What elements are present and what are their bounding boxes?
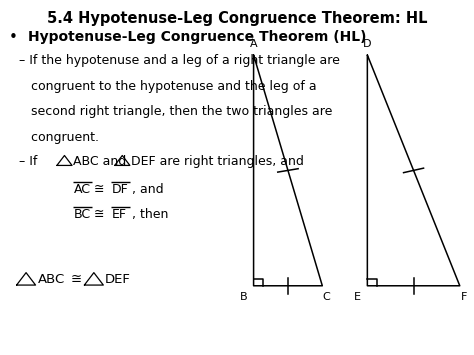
Text: F: F [460, 292, 467, 302]
Text: , and: , and [132, 183, 164, 196]
Text: DEF: DEF [105, 273, 131, 286]
Text: ≅: ≅ [93, 183, 104, 196]
Text: •: • [9, 30, 18, 45]
Text: ≅: ≅ [93, 208, 104, 222]
Text: 5.4 Hypotenuse-Leg Congruence Theorem: HL: 5.4 Hypotenuse-Leg Congruence Theorem: H… [47, 11, 427, 26]
Text: , then: , then [132, 208, 169, 222]
Text: Hypotenuse-Leg Congruence Theorem (HL): Hypotenuse-Leg Congruence Theorem (HL) [28, 30, 367, 44]
Text: DEF are right triangles, and: DEF are right triangles, and [131, 155, 304, 168]
Text: second right triangle, then the two triangles are: second right triangle, then the two tria… [19, 105, 332, 118]
Text: DF: DF [111, 183, 128, 196]
Text: B: B [240, 292, 248, 302]
Text: E: E [355, 292, 361, 302]
Text: congruent.: congruent. [19, 131, 99, 144]
Text: congruent to the hypotenuse and the leg of a: congruent to the hypotenuse and the leg … [19, 80, 317, 93]
Text: A: A [250, 39, 257, 49]
Text: – If the hypotenuse and a leg of a right triangle are: – If the hypotenuse and a leg of a right… [19, 54, 340, 67]
Text: – If: – If [19, 155, 41, 168]
Text: ABC: ABC [38, 273, 65, 286]
Text: ABC and: ABC and [73, 155, 130, 168]
Text: BC: BC [73, 208, 91, 222]
Text: EF: EF [111, 208, 127, 222]
Text: AC: AC [73, 183, 91, 196]
Text: D: D [363, 39, 372, 49]
Text: ≅: ≅ [70, 273, 81, 286]
Text: C: C [322, 292, 330, 302]
